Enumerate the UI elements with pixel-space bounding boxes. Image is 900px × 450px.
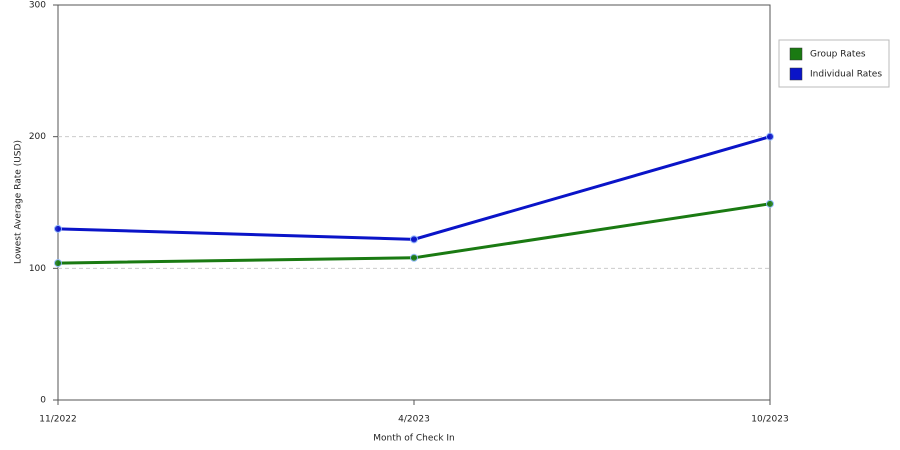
legend-label: Individual Rates (810, 70, 882, 80)
x-tick-label: 4/2023 (398, 415, 430, 425)
legend-label: Group Rates (810, 50, 866, 60)
x-axis-label: Month of Check In (373, 434, 455, 444)
y-tick-label: 200 (29, 132, 46, 142)
y-tick-label: 300 (29, 1, 46, 11)
legend-swatch (789, 47, 803, 61)
y-tick-label: 100 (29, 264, 46, 274)
data-point (410, 253, 418, 262)
data-point (766, 132, 774, 141)
y-tick-label: 0 (40, 396, 46, 406)
x-tick-label: 11/2022 (39, 415, 76, 425)
data-point (766, 199, 774, 208)
y-axis-label: Lowest Average Rate (USD) (14, 140, 24, 264)
x-tick-label: 10/2023 (751, 415, 788, 425)
legend-swatch (789, 67, 803, 81)
data-point (54, 224, 62, 233)
plot-frame (57, 4, 771, 401)
data-point (410, 235, 418, 244)
data-point (54, 259, 62, 268)
